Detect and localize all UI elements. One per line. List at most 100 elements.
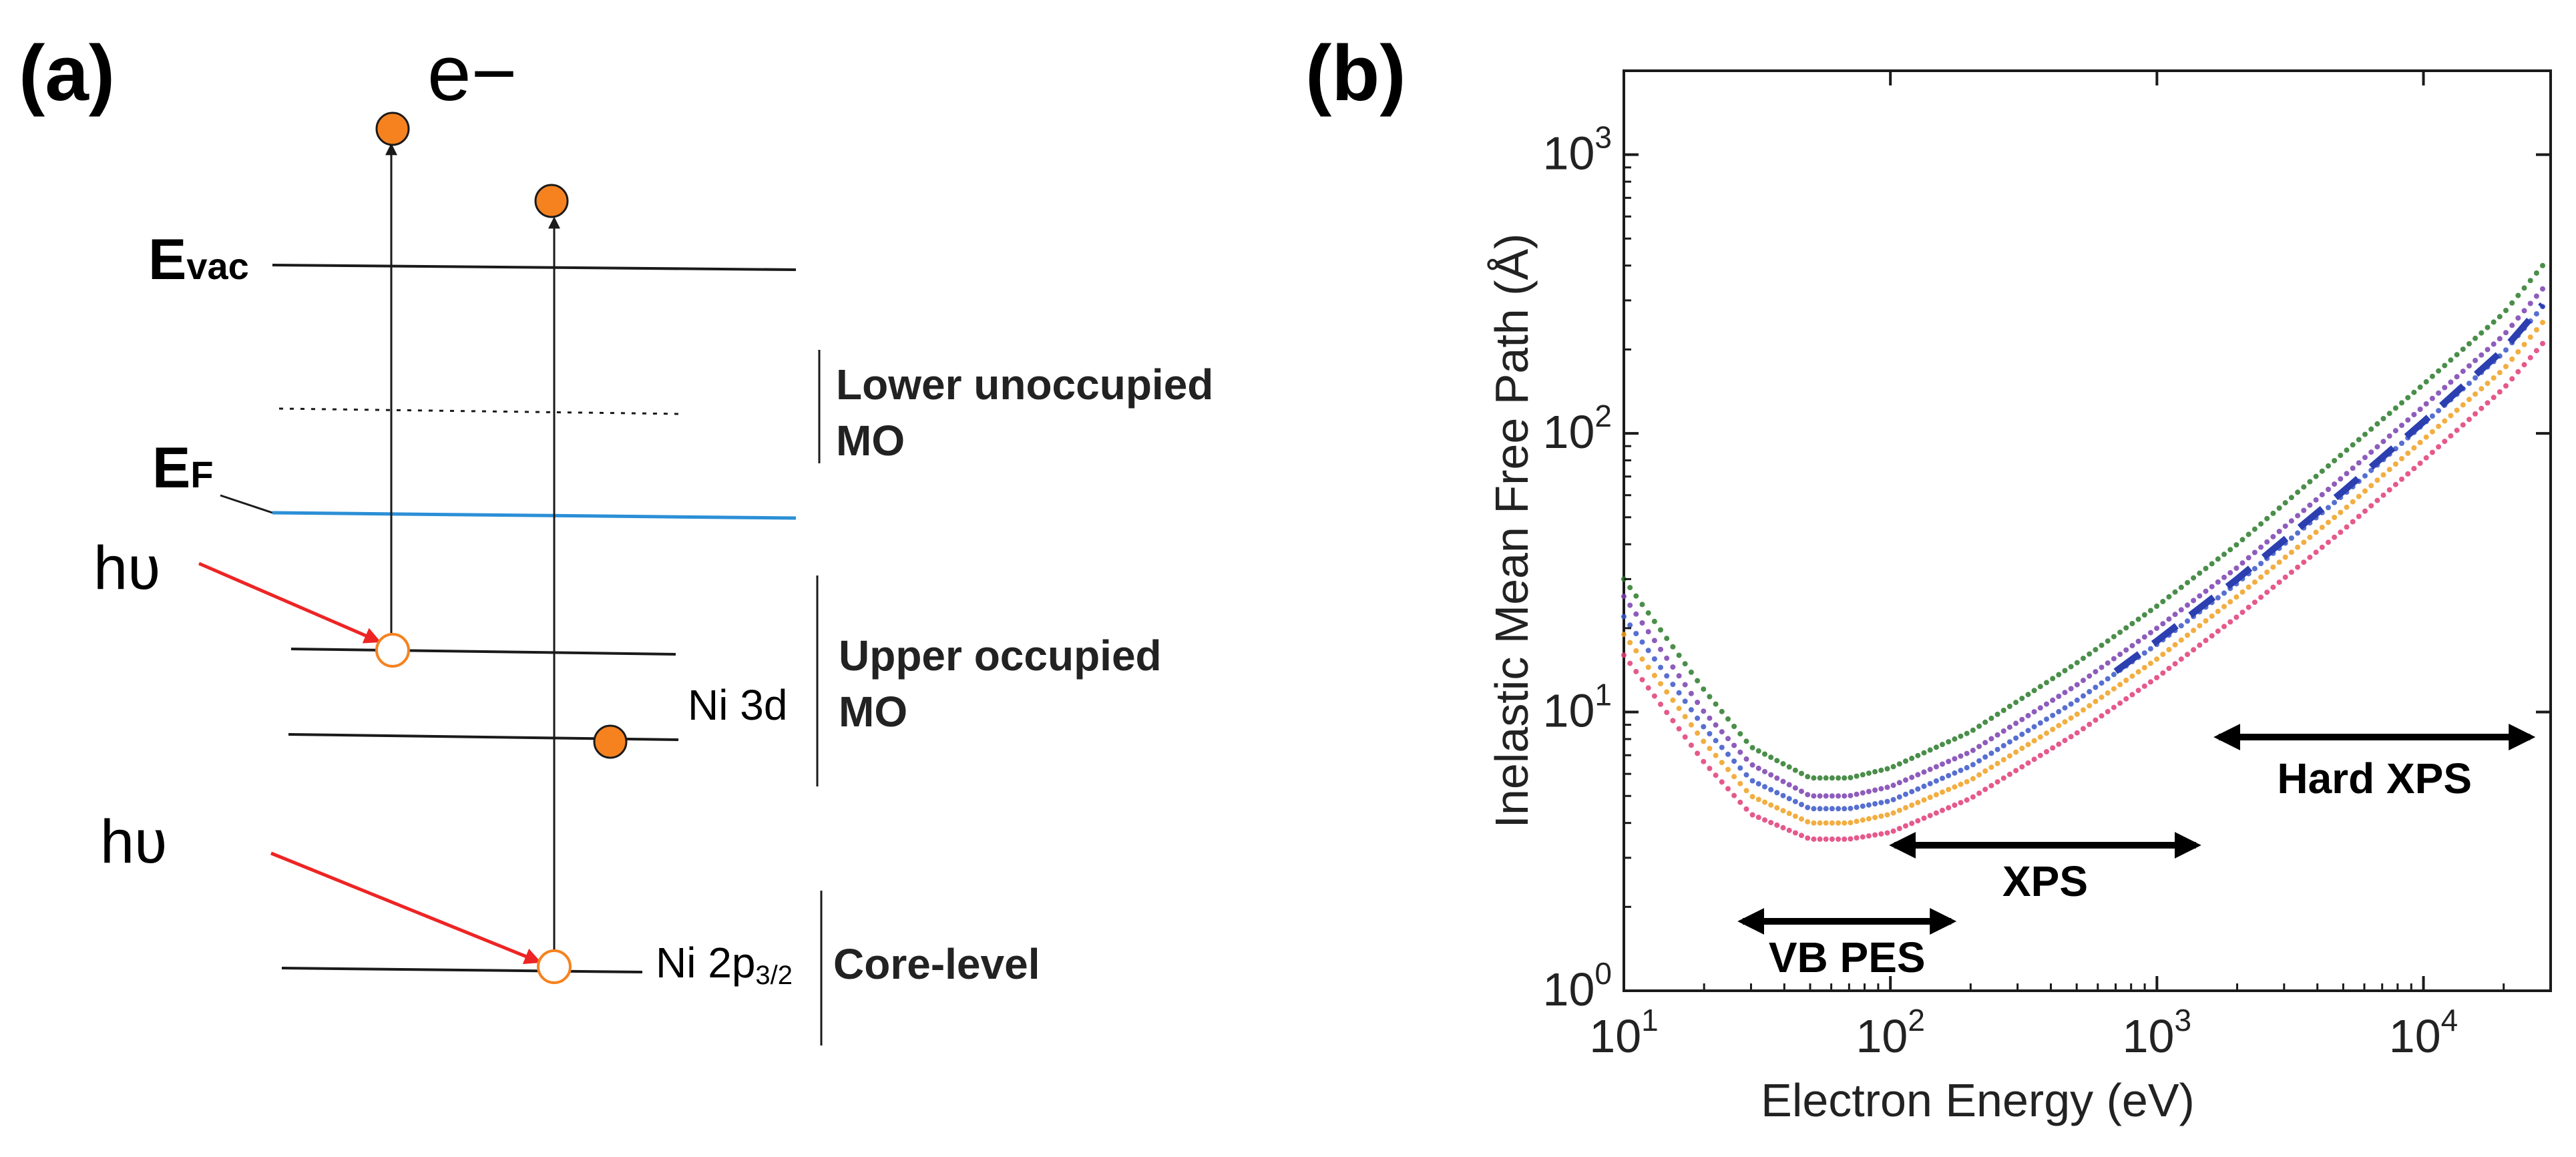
scatter-point <box>1994 732 2000 738</box>
scatter-point <box>1755 781 1761 786</box>
scatter-point <box>1903 791 1908 797</box>
x-axis-title: Electron Energy (eV) <box>1761 1074 2195 1126</box>
series-4 <box>1621 340 2545 842</box>
scatter-point <box>2264 569 2270 575</box>
scatter-point <box>2074 660 2080 666</box>
scatter-point <box>2466 397 2472 403</box>
scatter-point <box>2050 745 2056 751</box>
scatter-point <box>2282 500 2288 506</box>
scatter-point <box>2344 524 2350 530</box>
scatter-point <box>1774 805 1780 811</box>
scatter-point <box>2405 471 2411 477</box>
scatter-point <box>2380 439 2386 445</box>
scatter-point <box>2276 580 2282 586</box>
scatter-point <box>2540 320 2545 325</box>
scatter-point <box>1866 833 1872 839</box>
scatter-point <box>1707 766 1713 771</box>
scatter-point <box>2166 647 2172 652</box>
scatter-point <box>2081 707 2086 713</box>
scatter-point <box>1940 807 1945 813</box>
scatter-point <box>1994 760 2000 766</box>
scatter-point <box>1774 758 1780 764</box>
scatter-point <box>2227 599 2233 605</box>
scatter-point <box>2093 698 2099 704</box>
scatter-point <box>1933 810 1939 816</box>
scatter-point <box>2301 539 2307 545</box>
scatter-point <box>2332 499 2338 505</box>
scatter-point <box>1651 618 1657 624</box>
x-tick-label: 101 <box>1589 1003 1658 1062</box>
scatter-point <box>2141 665 2147 670</box>
scatter-point <box>2227 547 2233 553</box>
scatter-point <box>2399 476 2404 482</box>
x-tick-label: 104 <box>2389 1003 2458 1062</box>
scatter-point <box>1707 715 1713 721</box>
series-1 <box>1621 286 2545 799</box>
scatter-point <box>1878 813 1884 819</box>
scatter-point <box>1805 792 1811 798</box>
scatter-point <box>2460 402 2466 408</box>
scatter-point <box>1878 767 1884 773</box>
scatter-point <box>1878 831 1884 837</box>
scatter-point <box>1903 758 1908 764</box>
ni2p-label: Ni 2p3/2 <box>656 939 793 990</box>
scatter-point <box>1664 710 1670 716</box>
scatter-point <box>2356 513 2362 519</box>
scatter-point <box>1860 834 1866 840</box>
scatter-point <box>1780 792 1786 798</box>
scatter-point <box>2319 468 2325 474</box>
scatter-point <box>1731 758 1737 764</box>
scatter-point <box>2203 638 2209 644</box>
scatter-point <box>2123 696 2129 702</box>
scatter-point <box>2129 673 2135 679</box>
scatter-point <box>2160 670 2166 676</box>
scatter-point <box>1976 758 1982 764</box>
scatter-point <box>2479 386 2485 392</box>
scatter-point <box>1994 711 2000 717</box>
scatter-point <box>1836 806 1842 812</box>
scatter-point <box>2117 630 2123 636</box>
scatter-point <box>2105 708 2111 714</box>
scatter-point <box>2491 395 2497 401</box>
scatter-point <box>2037 734 2043 740</box>
scatter-point <box>1842 820 1848 826</box>
scatter-point <box>1786 796 1792 802</box>
scatter-point <box>2203 618 2209 624</box>
ef-sub: F <box>190 453 213 495</box>
scatter-point <box>2087 703 2093 709</box>
scatter-point <box>2448 379 2454 385</box>
scatter-point <box>2282 574 2288 580</box>
scatter-point <box>1946 786 1952 792</box>
scatter-point <box>2197 623 2203 629</box>
scatter-point <box>2392 461 2398 467</box>
scatter-point <box>1976 772 1982 778</box>
scatter-point <box>1651 656 1657 662</box>
scatter-point <box>1823 775 1829 781</box>
upper-occupied-label-line1: Upper occupied <box>839 632 1162 680</box>
scatter-point <box>2178 584 2184 590</box>
scatter-point <box>2338 509 2344 515</box>
scatter-point <box>1994 746 2000 752</box>
scatter-point <box>2386 411 2392 417</box>
scatter-point <box>2006 771 2012 777</box>
scatter-point <box>1707 731 1713 736</box>
scatter-point <box>2178 607 2184 613</box>
scatter-point <box>2374 444 2380 450</box>
scatter-point <box>1651 693 1657 699</box>
scatter-point <box>1970 776 1976 782</box>
scatter-point <box>2227 619 2233 625</box>
scatter-point <box>2362 455 2368 461</box>
scatter-point <box>2093 684 2099 690</box>
scatter-point <box>1884 812 1890 818</box>
scatter-point <box>2000 728 2006 734</box>
scatter-point <box>1964 750 1970 756</box>
scatter-point <box>2185 652 2190 658</box>
evac-label: Evac <box>148 228 249 292</box>
scatter-point <box>2239 589 2245 595</box>
scatter-point <box>1719 708 1725 714</box>
scatter-point <box>1817 820 1823 826</box>
scatter-point <box>2050 697 2056 703</box>
scatter-point <box>2442 385 2448 391</box>
ef-main: E <box>152 436 190 500</box>
ni2p-main: Ni 2p <box>656 939 755 987</box>
